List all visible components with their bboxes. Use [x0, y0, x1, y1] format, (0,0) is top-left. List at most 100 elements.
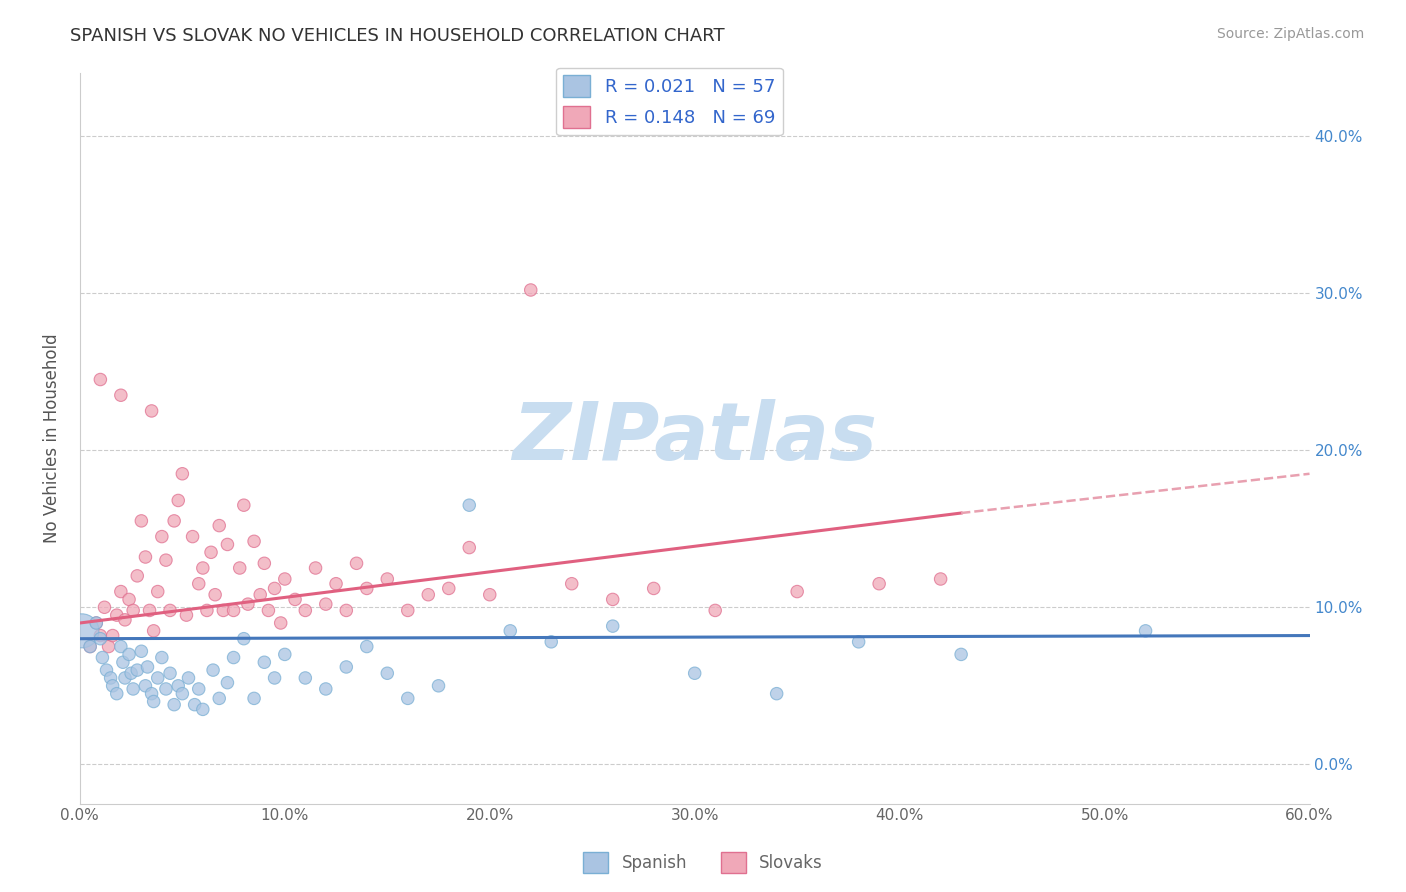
Point — [195, 603, 218, 617]
Point — [84, 615, 107, 630]
Point — [134, 549, 156, 564]
Point — [79, 640, 101, 654]
Point — [146, 584, 169, 599]
Point — [89, 629, 111, 643]
Point — [172, 467, 194, 481]
Point — [131, 644, 153, 658]
Point — [142, 624, 165, 638]
Point — [786, 584, 808, 599]
Y-axis label: No Vehicles in Household: No Vehicles in Household — [44, 334, 60, 543]
Point — [136, 660, 159, 674]
Point — [427, 679, 450, 693]
Point — [222, 603, 245, 617]
Point — [93, 600, 115, 615]
Point — [253, 655, 276, 669]
Point — [105, 687, 128, 701]
Point — [315, 597, 337, 611]
Point — [172, 687, 194, 701]
Point — [208, 691, 231, 706]
Point — [89, 372, 111, 386]
Point — [263, 671, 285, 685]
Point — [120, 666, 142, 681]
Point — [335, 603, 357, 617]
Point — [159, 666, 181, 681]
Point — [950, 648, 973, 662]
Point — [101, 679, 124, 693]
Point — [561, 576, 583, 591]
Point — [177, 671, 200, 685]
Point — [1135, 624, 1157, 638]
Point — [191, 561, 214, 575]
Point — [458, 541, 481, 555]
Text: SPANISH VS SLOVAK NO VEHICLES IN HOUSEHOLD CORRELATION CHART: SPANISH VS SLOVAK NO VEHICLES IN HOUSEHO… — [70, 27, 725, 45]
Point — [396, 603, 419, 617]
Point — [122, 681, 145, 696]
Point — [79, 640, 101, 654]
Point — [257, 603, 280, 617]
Point — [191, 702, 214, 716]
Point — [150, 530, 173, 544]
Point — [253, 556, 276, 570]
Point — [208, 518, 231, 533]
Point — [89, 632, 111, 646]
Point — [204, 588, 226, 602]
Point — [236, 597, 259, 611]
Point — [683, 666, 706, 681]
Point — [274, 572, 297, 586]
Text: Source: ZipAtlas.com: Source: ZipAtlas.com — [1216, 27, 1364, 41]
Point — [142, 694, 165, 708]
Point — [163, 514, 186, 528]
Point — [315, 681, 337, 696]
Point — [114, 613, 136, 627]
Point — [150, 650, 173, 665]
Point — [146, 671, 169, 685]
Point — [643, 582, 665, 596]
Point — [155, 553, 177, 567]
Point — [540, 635, 562, 649]
Point — [167, 493, 190, 508]
Point — [200, 545, 222, 559]
Point — [418, 588, 440, 602]
Point — [110, 640, 132, 654]
Point — [97, 640, 120, 654]
Point — [96, 663, 118, 677]
Point — [294, 671, 316, 685]
Point — [519, 283, 541, 297]
Point — [167, 679, 190, 693]
Point — [263, 582, 285, 596]
Point — [458, 498, 481, 512]
Point — [396, 691, 419, 706]
Point — [183, 698, 205, 712]
Point — [232, 498, 254, 512]
Point — [499, 624, 522, 638]
Point — [356, 640, 378, 654]
Point — [100, 671, 122, 685]
Point — [111, 655, 134, 669]
Point — [105, 608, 128, 623]
Point — [232, 632, 254, 646]
Point — [176, 608, 198, 623]
Point — [375, 572, 398, 586]
Point — [765, 687, 787, 701]
Point — [602, 619, 624, 633]
Point — [274, 648, 297, 662]
Point — [159, 603, 181, 617]
Point — [356, 582, 378, 596]
Point — [212, 603, 235, 617]
Point — [163, 698, 186, 712]
Point — [249, 588, 271, 602]
Point — [187, 576, 209, 591]
Point — [704, 603, 727, 617]
Point — [294, 603, 316, 617]
Point — [346, 556, 368, 570]
Point — [127, 569, 149, 583]
Point — [243, 691, 266, 706]
Point — [335, 660, 357, 674]
Point — [70, 624, 93, 638]
Point — [217, 537, 239, 551]
Point — [181, 530, 204, 544]
Point — [304, 561, 326, 575]
Point — [222, 650, 245, 665]
Point — [110, 584, 132, 599]
Point — [101, 629, 124, 643]
